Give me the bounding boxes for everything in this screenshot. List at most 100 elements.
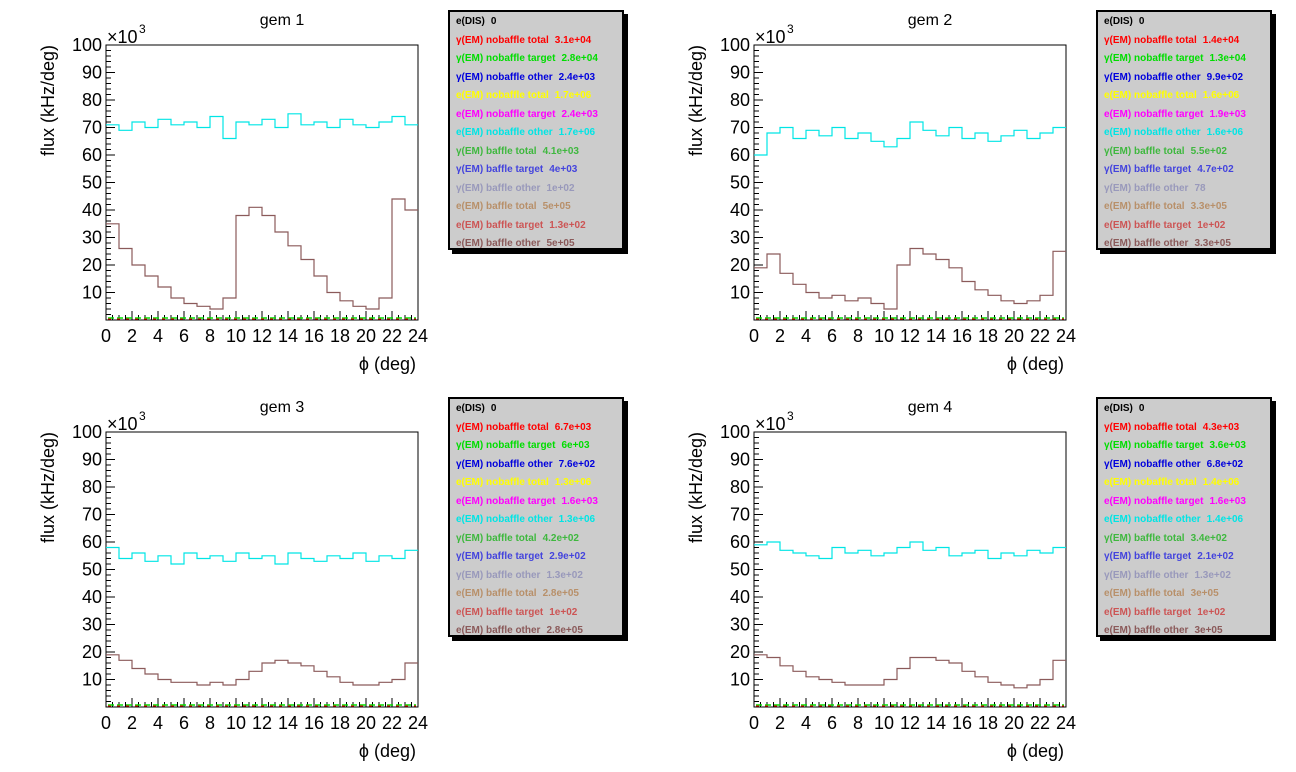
- legend-entry-label: e(EM) nobaffle other: [456, 514, 553, 525]
- legend-entry-label: γ(EM) baffle total: [1104, 145, 1185, 157]
- legend-entry-label: γ(EM) nobaffle other: [456, 71, 553, 83]
- y-axis-label: flux (kHz/deg): [38, 45, 58, 156]
- y-axis-label: flux (kHz/deg): [38, 432, 58, 543]
- y-tick-label: 60: [730, 532, 750, 552]
- legend-entry-label: γ(EM) nobaffle target: [456, 53, 556, 64]
- legend-entry-label: e(EM) baffle total: [1104, 588, 1185, 599]
- legend-entry: γ(EM) baffle target 4e+03: [456, 164, 577, 176]
- x-tick-label: 4: [153, 326, 163, 346]
- x-tick-label: 8: [205, 326, 215, 346]
- legend-entry-label: γ(EM) nobaffle other: [456, 458, 553, 470]
- legend-entry-label: e(EM) nobaffle target: [1104, 108, 1204, 120]
- x-tick-label: 12: [900, 326, 920, 346]
- legend-entry-label: e(EM) nobaffle other: [1104, 127, 1201, 138]
- x-tick-label: 20: [1004, 326, 1024, 346]
- legend-entry: e(EM) baffle target 1e+02: [1104, 220, 1225, 232]
- legend-entry-label: γ(EM) nobaffle other: [1104, 458, 1201, 470]
- legend-entry-value: 1.3e+06: [554, 477, 592, 488]
- y-multiplier: ×10: [755, 414, 786, 434]
- legend-entry-label: γ(EM) baffle other: [1104, 182, 1189, 194]
- legend-entry-value: 1.7e+06: [554, 90, 592, 101]
- y-tick-label: 20: [82, 255, 102, 275]
- legend-entry: e(EM) nobaffle target 1.9e+03: [1104, 109, 1246, 121]
- legend-entry: γ(EM) baffle target 2.1e+02: [1104, 551, 1234, 563]
- x-axis-label: ϕ (deg): [359, 354, 416, 374]
- legend-entry: γ(EM) baffle total 4.2e+02: [456, 533, 579, 545]
- legend-entry-value: 9.9e+02: [1206, 71, 1244, 83]
- y-tick-label: 70: [730, 505, 750, 525]
- y-tick-label: 40: [730, 587, 750, 607]
- x-tick-label: 16: [952, 713, 972, 733]
- x-tick-label: 0: [101, 713, 111, 733]
- legend-entry-value: 3.1e+04: [554, 34, 592, 46]
- legend-entry: γ(EM) nobaffle total 3.1e+04: [456, 35, 591, 47]
- y-tick-label: 50: [82, 560, 102, 580]
- y-axis-label: flux (kHz/deg): [686, 432, 706, 543]
- x-tick-label: 16: [304, 326, 324, 346]
- legend-entry: e(EM) baffle total 2.8e+05: [456, 588, 579, 600]
- legend-entry-label: γ(EM) baffle target: [456, 551, 544, 562]
- x-axis-label: ϕ (deg): [1007, 741, 1064, 761]
- y-multiplier-exponent: 3: [787, 22, 794, 36]
- legend-entry-value: 1.3e+04: [1209, 53, 1246, 64]
- x-tick-label: 4: [801, 713, 811, 733]
- legend-entry-label: e(EM) baffle target: [1104, 219, 1192, 231]
- y-tick-label: 60: [82, 532, 102, 552]
- legend-entry: e(DIS) 0: [1104, 403, 1144, 415]
- legend-entry-label: γ(EM) baffle total: [456, 532, 537, 544]
- legend-entry-label: e(EM) baffle target: [1104, 606, 1192, 618]
- legend-entry-label: γ(EM) nobaffle total: [1104, 34, 1197, 46]
- y-multiplier: ×10: [107, 414, 138, 434]
- legend-entry-value: 1.3e+02: [549, 219, 586, 231]
- y-multiplier-exponent: 3: [139, 22, 146, 36]
- plot-frame: [105, 431, 419, 708]
- y-tick-label: 100: [720, 35, 750, 55]
- legend-entry-label: γ(EM) baffle target: [1104, 551, 1192, 562]
- chart-title: gem 2: [908, 12, 953, 29]
- x-tick-label: 2: [127, 326, 137, 346]
- y-multiplier-exponent: 3: [139, 409, 146, 423]
- y-tick-label: 20: [730, 642, 750, 662]
- legend-entry: γ(EM) nobaffle total 1.4e+04: [1104, 35, 1239, 47]
- series-line: [106, 198, 418, 310]
- legend-entry-label: e(EM) nobaffle total: [1104, 477, 1197, 488]
- x-tick-label: 24: [1056, 326, 1076, 346]
- x-tick-label: 0: [749, 713, 759, 733]
- x-axis-label: ϕ (deg): [359, 741, 416, 761]
- legend-entry: e(EM) baffle other 3e+05: [1104, 625, 1223, 637]
- x-tick-label: 20: [356, 713, 376, 733]
- y-tick-label: 20: [82, 642, 102, 662]
- legend-entry: e(EM) nobaffle total 1.3e+06: [456, 477, 591, 489]
- legend-entry-label: e(EM) nobaffle other: [456, 127, 553, 138]
- y-tick-label: 40: [82, 200, 102, 220]
- legend-entry-value: 1.4e+06: [1206, 514, 1244, 525]
- legend-entry: e(EM) baffle total 5e+05: [456, 201, 571, 213]
- legend-entry-value: 5e+05: [542, 201, 571, 212]
- legend-entry-label: γ(EM) nobaffle total: [1104, 421, 1197, 433]
- y-tick-label: 90: [82, 450, 102, 470]
- legend-entry-label: e(EM) baffle total: [1104, 201, 1185, 212]
- x-tick-label: 18: [978, 713, 998, 733]
- legend-entry-value: 2.8e+05: [542, 588, 579, 599]
- legend-entry-value: 4.1e+03: [542, 145, 579, 157]
- y-tick-label: 50: [730, 173, 750, 193]
- legend-entry-label: γ(EM) baffle target: [1104, 164, 1192, 175]
- y-tick-label: 20: [730, 255, 750, 275]
- legend-entry-value: 1.6e+06: [1202, 90, 1240, 101]
- y-tick-label: 90: [730, 450, 750, 470]
- legend-entry: e(EM) baffle other 2.8e+05: [456, 625, 583, 637]
- legend-entry-label: γ(EM) nobaffle target: [1104, 440, 1204, 451]
- legend-entry-value: 4e+03: [549, 164, 578, 175]
- legend-entry-value: 1.4e+06: [1202, 477, 1240, 488]
- legend-entry: e(EM) baffle target 1e+02: [456, 607, 577, 619]
- legend-entry-value: 1e+02: [1197, 219, 1226, 231]
- x-tick-label: 16: [304, 713, 324, 733]
- x-tick-label: 2: [775, 713, 785, 733]
- legend-entry-value: 0: [1138, 403, 1145, 414]
- legend-entry-label: γ(EM) nobaffle total: [456, 421, 549, 433]
- x-tick-label: 14: [278, 326, 298, 346]
- x-tick-label: 10: [874, 326, 894, 346]
- legend-entry-value: 1e+02: [549, 606, 578, 618]
- legend-entry: e(EM) baffle target 1.3e+02: [456, 220, 586, 232]
- legend-entry-label: e(EM) nobaffle target: [456, 495, 556, 507]
